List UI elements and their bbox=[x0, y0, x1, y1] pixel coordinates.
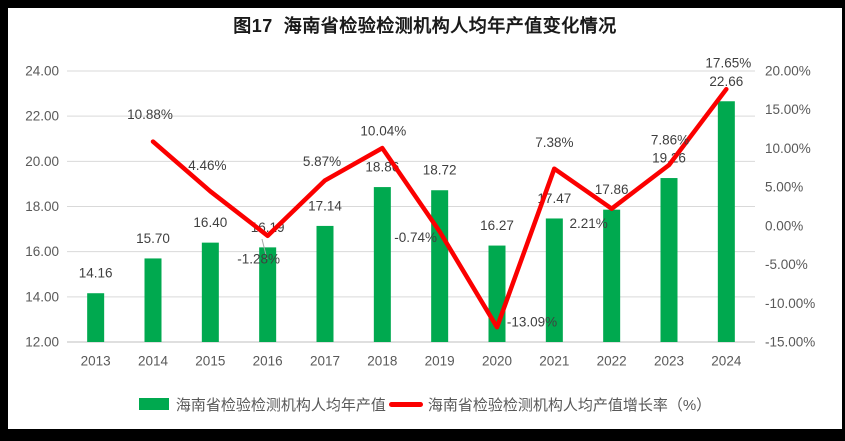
x-axis-label: 2022 bbox=[597, 354, 627, 369]
bar-value-label: 16.27 bbox=[480, 218, 514, 233]
legend-bar-label: 海南省检验检测机构人均年产值 bbox=[175, 396, 386, 414]
bar bbox=[431, 190, 449, 342]
growth-value-label: 17.65% bbox=[705, 56, 751, 71]
right-axis-tick: 5.00% bbox=[765, 180, 803, 195]
left-axis-tick: 14.00 bbox=[25, 289, 59, 304]
x-axis-label: 2024 bbox=[711, 354, 742, 369]
right-axis-tick: -5.00% bbox=[765, 257, 808, 272]
growth-line bbox=[150, 86, 729, 330]
legend-line-label: 海南省检验检测机构人均产值增长率（%） bbox=[427, 396, 712, 414]
right-axis-tick: 15.00% bbox=[765, 102, 811, 117]
left-axis-tick: 20.00 bbox=[25, 154, 59, 169]
right-axis-tick: 0.00% bbox=[765, 218, 803, 233]
right-axis-tick: -15.00% bbox=[765, 335, 815, 350]
bar bbox=[373, 187, 391, 342]
x-axis-label: 2013 bbox=[81, 354, 111, 369]
chart-title: 图17 海南省检验检测机构人均年产值变化情况 bbox=[233, 16, 617, 36]
bar-value-label: 17.14 bbox=[308, 198, 342, 213]
x-axis-label: 2015 bbox=[195, 354, 225, 369]
plot-canvas: 24.00 22.00 20.00 18.00 16.00 14.00 12.00 20.00… bbox=[25, 56, 815, 369]
x-axis-label: 2014 bbox=[138, 354, 169, 369]
x-axis-label: 2017 bbox=[310, 354, 340, 369]
x-axis-label: 2018 bbox=[367, 354, 397, 369]
legend-line-swatch-icon bbox=[388, 401, 423, 407]
growth-value-label: -1.28% bbox=[237, 251, 280, 266]
growth-value-label: 5.87% bbox=[303, 154, 341, 169]
bar bbox=[316, 225, 334, 342]
left-axis-tick: 16.00 bbox=[25, 244, 59, 259]
bar-value-label: 14.16 bbox=[79, 266, 113, 281]
left-axis-tick: 18.00 bbox=[25, 199, 59, 214]
right-axis-tick: 10.00% bbox=[765, 141, 811, 156]
bar bbox=[603, 209, 621, 342]
label-leader-line bbox=[261, 238, 268, 260]
growth-value-label: 10.04% bbox=[360, 124, 406, 139]
bar bbox=[144, 258, 162, 342]
chart: 图17 海南省检验检测机构人均年产值变化情况 24.00 22.00 20.00 18… bbox=[8, 8, 842, 429]
legend: 海南省检验检测机构人均年产值 海南省检验检测机构人均产值增长率（%） bbox=[8, 395, 842, 414]
bar-value-label: 18.72 bbox=[423, 163, 457, 178]
right-axis-tick: 20.00% bbox=[765, 64, 811, 79]
bar bbox=[717, 101, 735, 343]
bar bbox=[259, 247, 277, 342]
x-axis-label: 2020 bbox=[482, 354, 512, 369]
bar bbox=[201, 242, 219, 342]
bar bbox=[87, 293, 105, 342]
bar bbox=[545, 218, 563, 342]
growth-value-label: 10.88% bbox=[127, 107, 173, 122]
x-axis-label: 2019 bbox=[425, 354, 455, 369]
x-axis-label: 2016 bbox=[253, 354, 283, 369]
growth-value-label: 4.46% bbox=[188, 158, 226, 173]
left-axis-tick: 22.00 bbox=[25, 109, 59, 124]
bar-value-label: 22.66 bbox=[709, 74, 743, 89]
growth-value-label: -0.74% bbox=[394, 230, 437, 245]
bar-value-label: 16.40 bbox=[193, 215, 227, 230]
x-axis-label: 2021 bbox=[539, 354, 569, 369]
growth-value-label: 7.38% bbox=[535, 135, 573, 150]
x-axis-label: 2023 bbox=[654, 354, 684, 369]
growth-value-label: 7.86% bbox=[651, 132, 689, 147]
left-axis-tick: 12.00 bbox=[25, 335, 59, 350]
bar bbox=[660, 178, 678, 342]
legend-bar-swatch-icon bbox=[138, 398, 169, 410]
growth-value-label: -13.09% bbox=[507, 315, 557, 330]
left-axis-tick: 24.00 bbox=[25, 64, 59, 79]
right-axis-tick: -10.00% bbox=[765, 296, 815, 311]
bar-value-label: 15.70 bbox=[136, 231, 170, 246]
bar-value-label: 17.86 bbox=[595, 182, 629, 197]
growth-value-label: 2.21% bbox=[570, 216, 608, 231]
